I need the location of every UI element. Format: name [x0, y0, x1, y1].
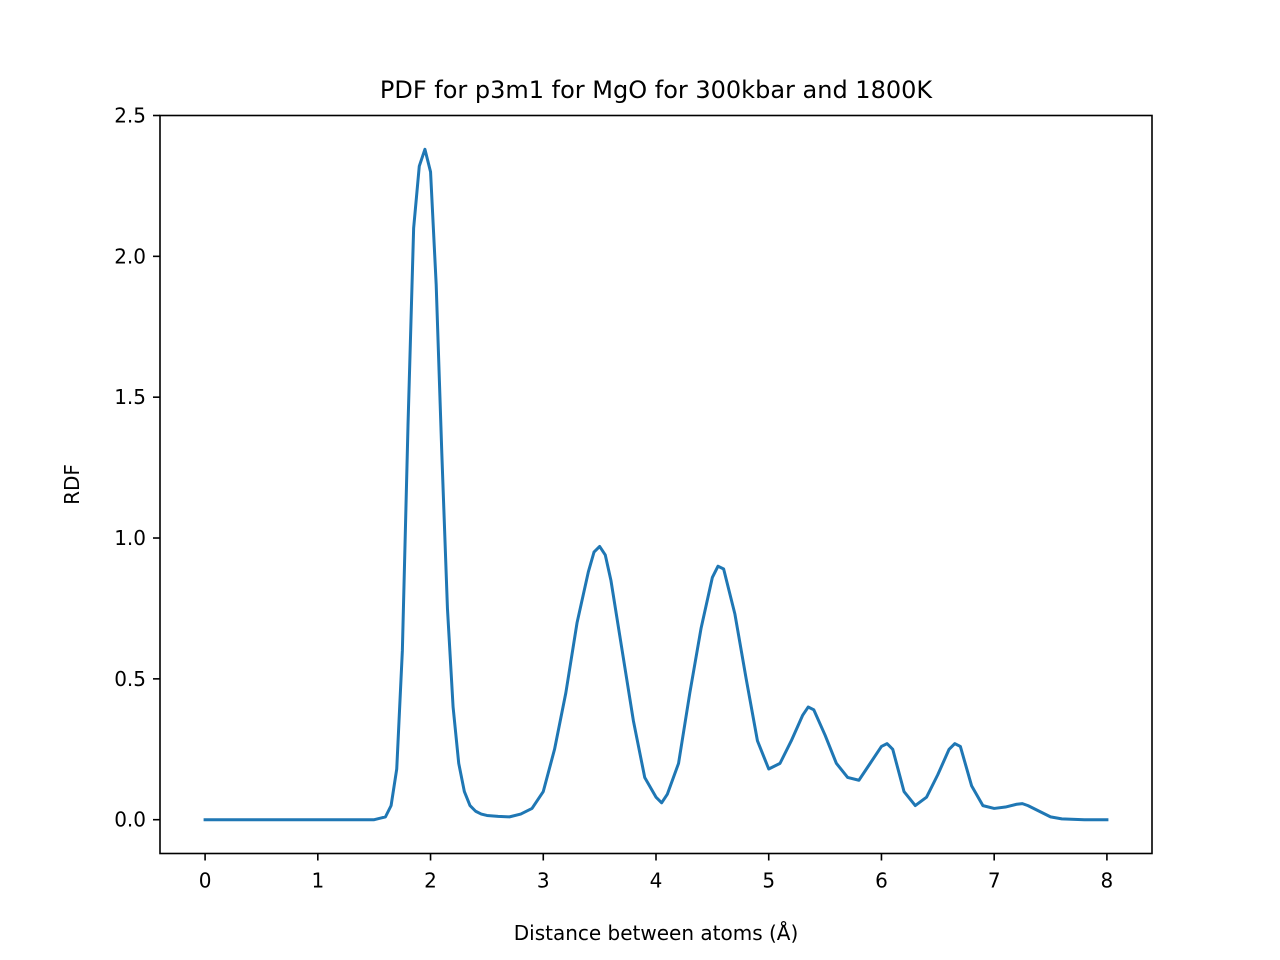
plot-area: [203, 147, 1109, 822]
x-tick-label: 4: [650, 869, 663, 893]
x-tick-label: 2: [424, 869, 437, 893]
x-tick-label: 0: [199, 869, 212, 893]
y-tick-label: 0.0: [114, 808, 146, 832]
series-line-0: [203, 147, 1109, 822]
x-tick-label: 5: [762, 869, 775, 893]
y-tick-label: 0.5: [114, 667, 146, 691]
y-axis-label: RDF: [60, 464, 84, 505]
chart-title: PDF for p3m1 for MgO for 300kbar and 180…: [380, 76, 934, 104]
y-tick-label: 2.5: [114, 104, 146, 128]
x-tick-label: 8: [1101, 869, 1114, 893]
x-tick-label: 1: [311, 869, 324, 893]
y-tick-label: 1.5: [114, 385, 146, 409]
x-tick-label: 3: [537, 869, 550, 893]
x-axis: 0 1 2 3 4 5 6 7 8: [199, 853, 1114, 893]
x-axis-label: Distance between atoms (Å): [514, 921, 799, 945]
x-tick-label: 7: [988, 869, 1001, 893]
y-axis: 0.0 0.5 1.0 1.5 2.0 2.5: [114, 104, 160, 832]
x-tick-label: 6: [875, 869, 888, 893]
y-tick-label: 2.0: [114, 244, 146, 268]
y-tick-label: 1.0: [114, 526, 146, 550]
